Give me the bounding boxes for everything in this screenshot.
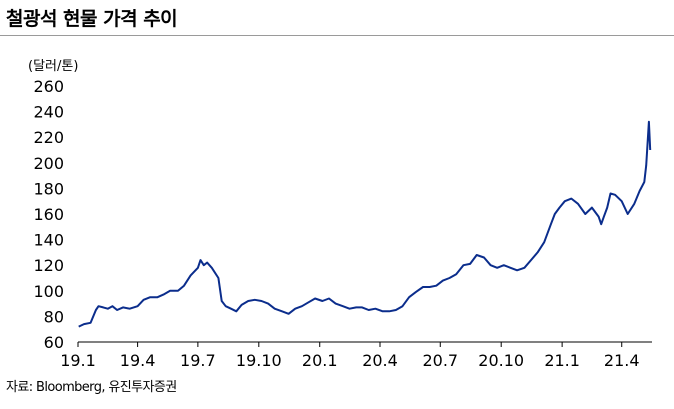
series-line-iron-ore — [78, 120, 652, 328]
x-tick-label: 19.1 — [60, 351, 96, 370]
y-tick-label: 80 — [44, 307, 64, 326]
x-tick-label: 19.4 — [120, 351, 156, 370]
y-tick-label: 220 — [33, 128, 64, 147]
title-divider — [0, 35, 674, 36]
y-tick-label: 120 — [33, 256, 64, 275]
x-tick-label: 20.10 — [478, 351, 524, 370]
source-note: 자료: Bloomberg, 유진투자증권 — [6, 380, 177, 395]
y-axis-unit-label: (달러/톤) — [28, 59, 78, 74]
x-tick-label: 21.1 — [544, 351, 580, 370]
y-tick-label: 240 — [33, 103, 64, 122]
y-tick-label: 260 — [33, 77, 64, 96]
x-tick-label: 20.1 — [302, 351, 338, 370]
x-tick-label: 20.4 — [362, 351, 398, 370]
y-axis-ticks: 60 80 100 120 140 160 180 200 220 240 260 — [33, 77, 64, 352]
page-title: 철광석 현물 가격 추이 — [6, 8, 178, 30]
y-tick-label: 200 — [33, 154, 64, 173]
x-tick-label: 19.7 — [180, 351, 216, 370]
x-tick-label: 20.7 — [422, 351, 458, 370]
x-tick-label: 19.10 — [236, 351, 282, 370]
y-tick-label: 140 — [33, 231, 64, 250]
y-tick-label: 180 — [33, 179, 64, 198]
y-tick-label: 160 — [33, 205, 64, 224]
x-axis-ticks: 19.1 19.4 19.7 19.10 20.1 20.4 20.7 20.10 21.1 21… — [60, 342, 640, 370]
y-tick-label: 60 — [44, 333, 64, 352]
y-tick-label: 100 — [33, 282, 64, 301]
x-tick-label: 21.4 — [604, 351, 640, 370]
